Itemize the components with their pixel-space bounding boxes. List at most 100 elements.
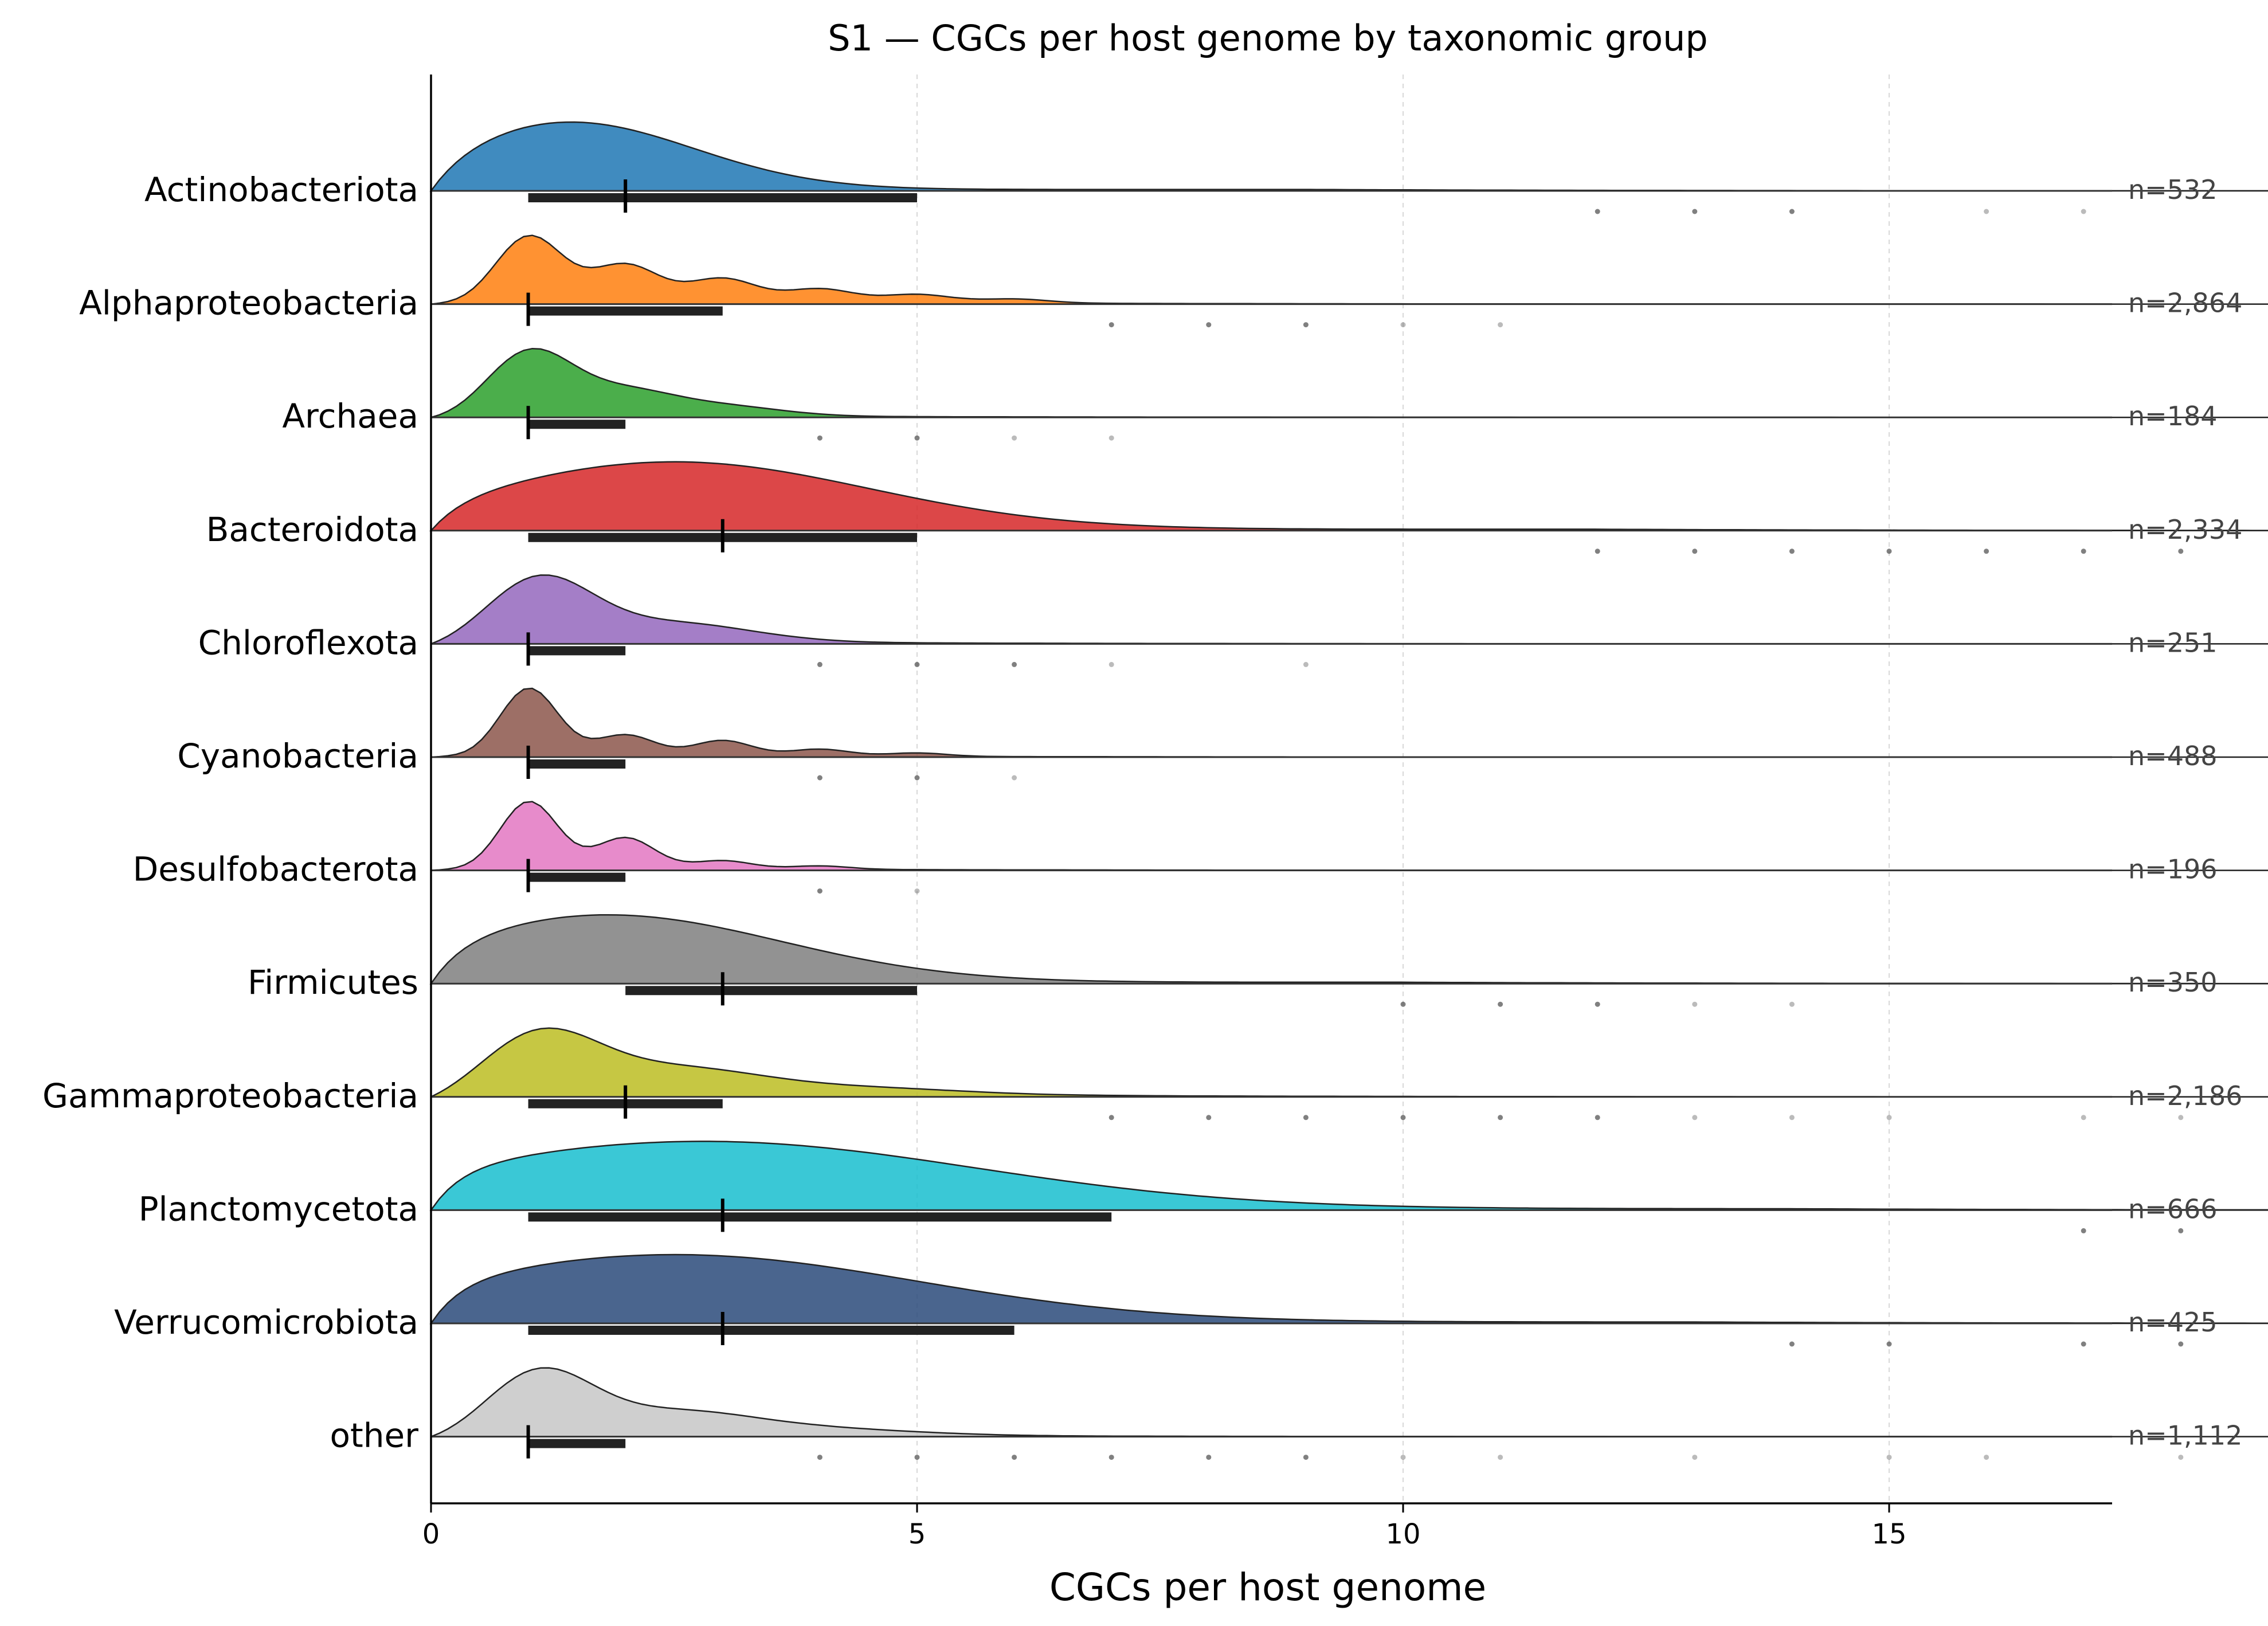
- grid-layer: [916, 75, 1890, 1503]
- ridge-layer: [429, 121, 2268, 1460]
- outlier-planctomycetota-0: [2081, 1228, 2086, 1233]
- ridge-desulfobacterota: [430, 801, 2268, 871]
- y-label-archaea: Archaea: [282, 397, 418, 436]
- x-tick-label-15: 15: [1871, 1518, 1906, 1550]
- chart-title: S1 — CGCs per host genome by taxonomic g…: [828, 17, 1708, 59]
- outlier-archaea-0: [817, 435, 822, 441]
- outlier-other-0: [817, 1455, 822, 1460]
- y-label-actinobacteriota: Actinobacteriota: [144, 170, 418, 209]
- x-tick-label-0: 0: [422, 1518, 440, 1550]
- outlier-bacteroidota-1: [1692, 548, 1698, 554]
- outlier-cyanobacteria-1: [914, 775, 920, 781]
- outlier-planctomycetota-1: [2178, 1228, 2184, 1233]
- outlier-bacteroidota-6: [2178, 548, 2184, 554]
- n-label-actinobacteriota: n=532: [2128, 174, 2218, 205]
- n-label-verrucomicrobiota: n=425: [2128, 1307, 2218, 1338]
- n-label-planctomycetota: n=666: [2128, 1193, 2218, 1224]
- outlier-chloroflexota-3: [1108, 661, 1114, 667]
- outlier-other-4: [1206, 1455, 1212, 1460]
- outlier-bacteroidota-5: [2081, 548, 2086, 554]
- outlier-gammaproteobacteria-0: [1108, 1115, 1114, 1120]
- outlier-firmicutes-1: [1498, 1001, 1503, 1007]
- outlier-desulfobacterota-1: [914, 888, 920, 894]
- outlier-bacteroidota-4: [1984, 548, 1989, 554]
- outlier-other-1: [914, 1455, 920, 1460]
- outlier-other-7: [1498, 1455, 1503, 1460]
- n-label-firmicutes: n=350: [2128, 967, 2218, 998]
- outlier-archaea-1: [914, 435, 920, 441]
- outlier-bacteroidota-3: [1886, 548, 1892, 554]
- outlier-actinobacteriota-3: [1984, 209, 1989, 214]
- outlier-gammaproteobacteria-4: [1498, 1115, 1503, 1120]
- outlier-archaea-3: [1108, 435, 1114, 441]
- axis-layer: 051015202530Actinobacteriotan=532Alphapr…: [42, 75, 2242, 1550]
- y-label-planctomycetota: Planctomycetota: [139, 1189, 418, 1228]
- outlier-firmicutes-4: [1789, 1001, 1795, 1007]
- outlier-firmicutes-0: [1400, 1001, 1406, 1007]
- ridge-cyanobacteria: [430, 687, 2268, 758]
- outlier-verrucomicrobiota-0: [1789, 1341, 1795, 1347]
- ridge-actinobacteriota: [429, 121, 2268, 192]
- x-tick-label-10: 10: [1385, 1518, 1420, 1550]
- outlier-alphaproteobacteria-0: [1108, 322, 1114, 328]
- n-label-cyanobacteria: n=488: [2128, 740, 2218, 771]
- n-label-other: n=1,112: [2128, 1420, 2242, 1451]
- x-tick-label-5: 5: [908, 1518, 926, 1550]
- y-label-alphaproteobacteria: Alphaproteobacteria: [79, 284, 418, 323]
- outlier-gammaproteobacteria-1: [1206, 1115, 1212, 1120]
- outlier-alphaproteobacteria-4: [1498, 322, 1503, 328]
- outlier-other-2: [1012, 1455, 1017, 1460]
- outlier-gammaproteobacteria-3: [1400, 1115, 1406, 1120]
- outlier-firmicutes-3: [1692, 1001, 1698, 1007]
- outlier-verrucomicrobiota-2: [2081, 1341, 2086, 1347]
- n-label-alphaproteobacteria: n=2,864: [2128, 288, 2242, 319]
- n-label-desulfobacterota: n=196: [2128, 854, 2218, 885]
- outlier-gammaproteobacteria-2: [1303, 1115, 1309, 1120]
- ridge-bacteroidota: [429, 461, 2268, 532]
- outlier-other-3: [1108, 1455, 1114, 1460]
- outlier-gammaproteobacteria-10: [2178, 1115, 2184, 1120]
- n-label-bacteroidota: n=2,334: [2128, 514, 2242, 545]
- ridge-archaea: [430, 347, 2268, 418]
- outlier-other-8: [1692, 1455, 1698, 1460]
- outlier-alphaproteobacteria-3: [1400, 322, 1406, 328]
- outlier-chloroflexota-2: [1012, 661, 1017, 667]
- outlier-other-6: [1400, 1455, 1406, 1460]
- outlier-gammaproteobacteria-7: [1789, 1115, 1795, 1120]
- outlier-cyanobacteria-2: [1012, 775, 1017, 781]
- y-label-bacteroidota: Bacteroidota: [206, 510, 418, 549]
- x-axis-label: CGCs per host genome: [1049, 1565, 1486, 1609]
- outlier-gammaproteobacteria-9: [2081, 1115, 2086, 1120]
- outlier-actinobacteriota-1: [1692, 209, 1698, 214]
- ridge-firmicutes: [429, 914, 2268, 985]
- outlier-alphaproteobacteria-1: [1206, 322, 1212, 328]
- outlier-firmicutes-2: [1595, 1001, 1600, 1007]
- outlier-bacteroidota-2: [1789, 548, 1795, 554]
- ridge-gammaproteobacteria: [430, 1027, 2268, 1098]
- outlier-cyanobacteria-0: [817, 775, 822, 781]
- outlier-actinobacteriota-4: [2081, 209, 2086, 214]
- y-label-cyanobacteria: Cyanobacteria: [177, 736, 418, 775]
- ridge-chloroflexota: [430, 574, 2268, 645]
- outlier-chloroflexota-1: [914, 661, 920, 667]
- outlier-verrucomicrobiota-3: [2178, 1341, 2184, 1347]
- outlier-chloroflexota-0: [817, 661, 822, 667]
- y-label-desulfobacterota: Desulfobacterota: [133, 850, 418, 889]
- outlier-other-9: [1886, 1455, 1892, 1460]
- outlier-other-5: [1303, 1455, 1309, 1460]
- n-label-archaea: n=184: [2128, 401, 2218, 432]
- outlier-actinobacteriota-0: [1595, 209, 1600, 214]
- outlier-bacteroidota-0: [1595, 548, 1600, 554]
- ridge-verrucomicrobiota: [429, 1253, 2268, 1325]
- outlier-actinobacteriota-2: [1789, 209, 1795, 214]
- y-label-gammaproteobacteria: Gammaproteobacteria: [42, 1076, 418, 1115]
- ridge-alphaproteobacteria: [430, 234, 2268, 305]
- outlier-other-11: [2178, 1455, 2184, 1460]
- n-label-chloroflexota: n=251: [2128, 627, 2218, 658]
- outlier-chloroflexota-4: [1303, 661, 1309, 667]
- y-label-firmicutes: Firmicutes: [248, 963, 418, 1002]
- outlier-verrucomicrobiota-1: [1886, 1341, 1892, 1347]
- y-label-other: other: [330, 1416, 418, 1455]
- outlier-alphaproteobacteria-2: [1303, 322, 1309, 328]
